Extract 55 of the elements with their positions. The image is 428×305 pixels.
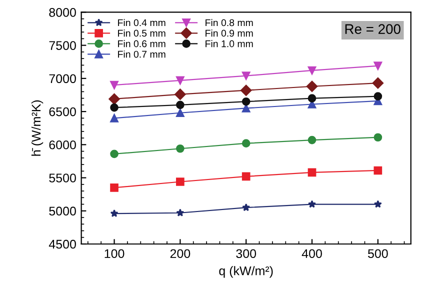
y-tick-label: 5000 — [49, 206, 76, 216]
point — [308, 66, 316, 75]
point — [374, 166, 382, 175]
y-tick-label: 8000 — [49, 8, 76, 17]
point — [242, 203, 250, 212]
legend-label: Fin 0.8 mm — [206, 19, 253, 26]
x-tick-label: 200 — [170, 249, 190, 258]
point — [308, 94, 316, 102]
y-tick-label: 7500 — [49, 41, 76, 50]
legend-label: Fin 0.7 mm — [118, 50, 166, 58]
point — [174, 88, 186, 100]
point — [308, 200, 316, 208]
point — [242, 172, 250, 181]
point — [110, 150, 118, 158]
point — [176, 208, 184, 216]
point — [108, 93, 120, 105]
y-tick-label: 6500 — [49, 107, 76, 116]
legend-label: Fin 0.9 mm — [206, 30, 253, 37]
y-tick-label: 4500 — [48, 240, 76, 249]
point — [176, 178, 184, 186]
point — [176, 100, 184, 110]
point — [110, 209, 118, 218]
x-tick-label: 500 — [368, 249, 388, 258]
point — [110, 80, 118, 90]
point — [306, 80, 318, 92]
point — [374, 133, 382, 142]
x-tick-label: 400 — [302, 249, 322, 258]
point — [308, 136, 316, 144]
point — [374, 200, 382, 208]
point — [308, 168, 316, 177]
legend-label: Fin 0.5 mm — [118, 30, 166, 37]
point — [176, 76, 184, 85]
y-tick-label: 5500 — [49, 174, 76, 182]
point — [110, 114, 118, 122]
point — [372, 77, 384, 89]
point — [242, 97, 250, 106]
x-tick-label: 300 — [236, 249, 256, 258]
point — [242, 72, 250, 80]
y-tick-label: 6000 — [49, 140, 76, 150]
point — [176, 108, 184, 118]
point — [374, 62, 382, 70]
y-axis-title: h̄ (W/m²K) — [31, 100, 44, 156]
point — [110, 184, 118, 192]
x-tick-label: 100 — [104, 249, 124, 258]
y-tick-label: 7000 — [49, 74, 76, 84]
point — [110, 103, 118, 112]
x-axis-title: q (kW/m²) — [219, 266, 273, 278]
point — [240, 84, 252, 96]
legend-label: Fin 1.0 mm — [206, 40, 253, 48]
point — [242, 139, 250, 148]
annotation: Re = 200 — [345, 24, 400, 34]
legend-label: Fin 0.6 mm — [118, 40, 166, 48]
point — [176, 144, 184, 153]
point — [374, 92, 382, 100]
legend-label: Fin 0.4 mm — [118, 19, 166, 26]
